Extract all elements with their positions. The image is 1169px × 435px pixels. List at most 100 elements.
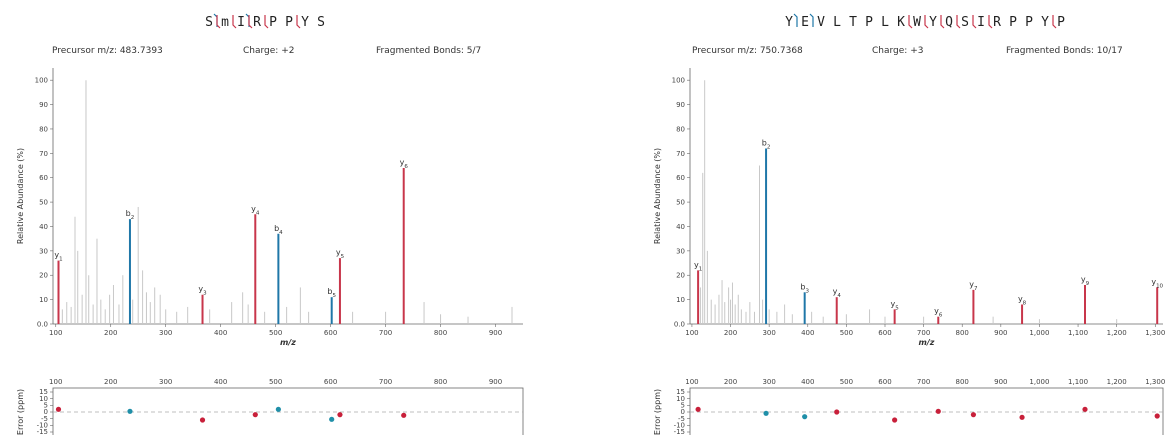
x-tick-label: 300 — [159, 329, 172, 337]
peak-label-y10: y10 — [1151, 277, 1163, 289]
sequence-residue: R — [253, 15, 261, 30]
sequence-residue: S — [961, 15, 969, 30]
cleavage-mark-y — [1052, 15, 1057, 29]
error-y-tick-label: -15 — [674, 428, 685, 435]
sequence-residue: K — [897, 15, 905, 30]
sequence-residue: S — [205, 15, 213, 30]
error-x-tick-label: 900 — [489, 378, 502, 386]
y-tick-label: 40 — [39, 223, 48, 231]
error-y-tick-label: -15 — [37, 428, 48, 435]
cleavage-mark-y — [924, 15, 929, 29]
error-point-b — [802, 414, 808, 420]
error-y-tick-label: -5 — [41, 415, 48, 423]
fragmented-bonds: Fragmented Bonds: 5/7 — [376, 46, 481, 56]
error-y-tick-label: 10 — [39, 395, 48, 403]
x-tick-label: 500 — [840, 329, 853, 337]
y-tick-label: 70 — [39, 150, 48, 158]
precursor-mz: Precursor m/z: 483.7393 — [52, 46, 163, 56]
y-tick-label: 90 — [39, 101, 48, 109]
error-x-tick-label: 800 — [956, 378, 969, 386]
error-point-y — [337, 412, 343, 418]
error-x-tick-label: 700 — [917, 378, 930, 386]
error-y-axis-title: Error (ppm) — [16, 389, 25, 435]
x-tick-label: 1,100 — [1068, 329, 1088, 337]
peak-label-y1: y1 — [694, 260, 702, 272]
x-tick-label: 1,000 — [1029, 329, 1049, 337]
y-tick-label: 10 — [39, 296, 48, 304]
error-point-y — [401, 412, 407, 418]
error-point-y — [1019, 414, 1025, 420]
peak-label-y6: y6 — [400, 158, 409, 170]
cleavage-mark-y — [988, 15, 993, 29]
peak-label-y4: y4 — [833, 287, 842, 299]
error-x-tick-label: 800 — [434, 378, 447, 386]
sequence-residue: E — [801, 15, 809, 30]
error-y-tick-label: -5 — [678, 415, 685, 423]
cleavage-mark-y — [296, 15, 301, 29]
sequence-residue: I — [977, 15, 985, 30]
x-tick-label: 600 — [324, 329, 337, 337]
error-point-y — [970, 412, 977, 418]
cleavage-mark-b — [809, 13, 814, 27]
peak-label-y5: y5 — [891, 299, 900, 311]
sequence-residue: Y — [301, 15, 309, 30]
y-tick-label: 30 — [39, 247, 48, 255]
sequence-residue: Y — [929, 15, 937, 30]
sequence-residue: Y — [785, 15, 793, 30]
y-tick-label: 60 — [39, 174, 48, 182]
sequence-residue: P — [1057, 15, 1065, 30]
error-y-axis-title: Error (ppm) — [653, 389, 662, 435]
peak-label-b4: b4 — [274, 224, 283, 236]
sequence-residue: P — [1025, 15, 1033, 30]
peak-label-y7: y7 — [969, 280, 978, 292]
peak-label-y8: y8 — [1018, 294, 1027, 306]
y-tick-label: 10 — [676, 296, 685, 304]
error-point-b — [329, 416, 335, 422]
sequence-residue: P — [865, 15, 873, 30]
y-axis-title: Relative Abundance (%) — [16, 148, 25, 244]
charge-state: Charge: +2 — [243, 46, 294, 56]
x-tick-label: 1,300 — [1145, 329, 1165, 337]
peak-label-b5: b5 — [327, 287, 336, 299]
error-point-b — [127, 408, 133, 414]
x-tick-label: 700 — [917, 329, 930, 337]
error-y-tick-label: 5 — [44, 402, 48, 410]
cleavage-mark-b — [793, 13, 798, 27]
y-tick-label: 20 — [39, 272, 48, 280]
sequence-residue: P — [285, 15, 293, 30]
error-x-tick-label: 600 — [878, 378, 891, 386]
x-tick-label: 600 — [878, 329, 891, 337]
error-y-tick-label: 15 — [676, 388, 685, 396]
error-x-tick-label: 500 — [269, 378, 282, 386]
error-y-tick-label: 15 — [39, 388, 48, 396]
fragmented-bonds: Fragmented Bonds: 10/17 — [1006, 46, 1123, 56]
y-tick-label: 20 — [676, 272, 685, 280]
y-tick-label: 0.0 — [674, 321, 685, 329]
peak-label-y6: y6 — [934, 307, 943, 319]
y-tick-label: 0.0 — [37, 321, 48, 329]
error-x-tick-label: 700 — [379, 378, 392, 386]
cleavage-mark-y — [972, 15, 977, 29]
error-point-y — [935, 408, 941, 414]
y-tick-label: 50 — [39, 199, 48, 207]
x-axis-title: m/z — [280, 338, 296, 347]
x-tick-label: 200 — [104, 329, 117, 337]
error-x-tick-label: 300 — [762, 378, 775, 386]
error-point-y — [1154, 413, 1160, 419]
y-tick-label: 100 — [35, 77, 48, 85]
y-tick-label: 80 — [39, 125, 48, 133]
error-point-y — [199, 417, 206, 423]
cleavage-mark-y — [248, 15, 253, 29]
peak-label-y3: y3 — [198, 285, 207, 297]
x-tick-label: 900 — [994, 329, 1007, 337]
x-tick-label: 800 — [434, 329, 447, 337]
error-point-y — [834, 409, 840, 415]
cleavage-mark-y — [908, 15, 913, 29]
error-y-tick-label: -10 — [674, 422, 685, 430]
error-x-tick-label: 900 — [994, 378, 1007, 386]
error-point-y — [1082, 406, 1088, 412]
error-x-tick-label: 300 — [159, 378, 172, 386]
